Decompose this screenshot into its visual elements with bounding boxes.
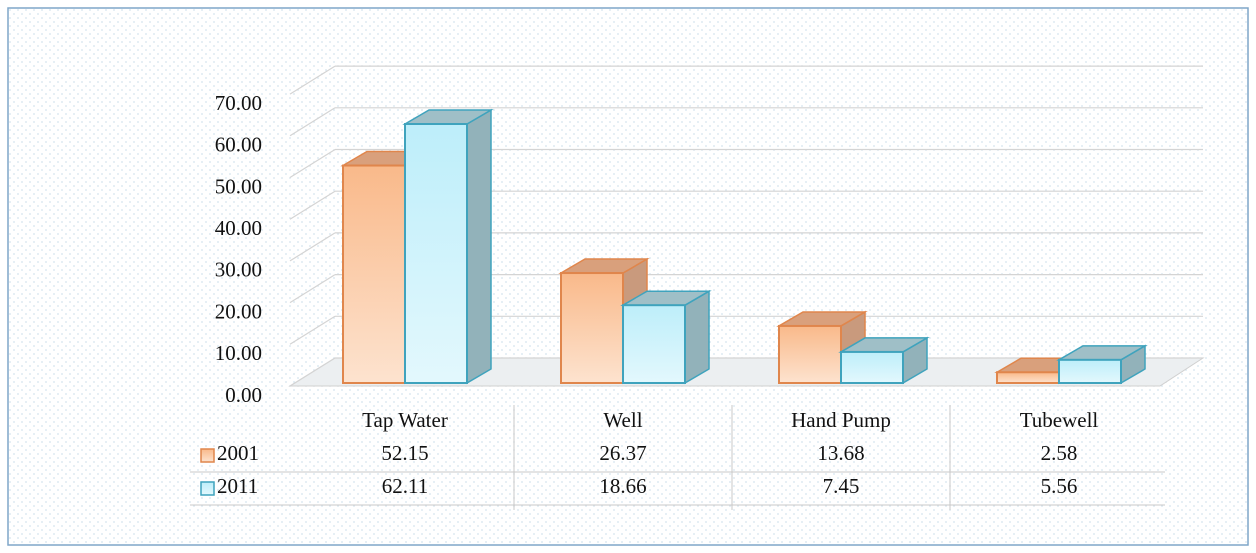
y-tick-label: 20.00 — [215, 299, 262, 323]
grid-line-side — [289, 148, 336, 179]
bar — [342, 164, 406, 384]
x-tick-label: Hand Pump — [791, 408, 891, 432]
bar — [996, 371, 1060, 384]
x-tick-label: Well — [603, 408, 642, 432]
legend-label: 2011 — [217, 474, 258, 498]
y-tick-label: 50.00 — [215, 174, 262, 198]
grid-line-side — [289, 357, 336, 387]
bar — [840, 350, 904, 385]
table-value: 13.68 — [817, 441, 864, 465]
y-tick-label: 40.00 — [215, 216, 262, 240]
y-tick-label: 10.00 — [215, 341, 262, 365]
bar — [1058, 358, 1122, 384]
x-tick-label: Tubewell — [1020, 408, 1099, 432]
table-value: 2.58 — [1041, 441, 1078, 465]
grid-line-side — [289, 190, 336, 220]
legend-key — [200, 448, 215, 463]
table-value: 7.45 — [823, 474, 860, 498]
table-value: 52.15 — [381, 441, 428, 465]
table-value: 62.11 — [382, 474, 428, 498]
grid-line-side — [289, 232, 336, 262]
y-tick-label: 0.00 — [225, 383, 262, 407]
x-tick-label: Tap Water — [362, 408, 448, 432]
table-value: 26.37 — [599, 441, 646, 465]
table-value: 18.66 — [599, 474, 646, 498]
grid-line-side — [289, 274, 336, 304]
legend-label: 2001 — [217, 441, 259, 465]
legend-key — [200, 481, 215, 496]
bar — [560, 272, 624, 385]
bar — [778, 324, 842, 385]
y-tick-label: 70.00 — [215, 91, 262, 115]
table-value: 5.56 — [1041, 474, 1078, 498]
y-tick-label: 60.00 — [215, 133, 262, 157]
grid-line-side — [289, 315, 336, 345]
grid-line-side — [289, 65, 336, 95]
grid-line-side — [289, 107, 336, 137]
bar-side — [466, 108, 492, 385]
y-tick-label: 30.00 — [215, 258, 262, 282]
bar — [622, 304, 686, 385]
bar-side — [684, 289, 710, 385]
bar — [404, 123, 468, 384]
